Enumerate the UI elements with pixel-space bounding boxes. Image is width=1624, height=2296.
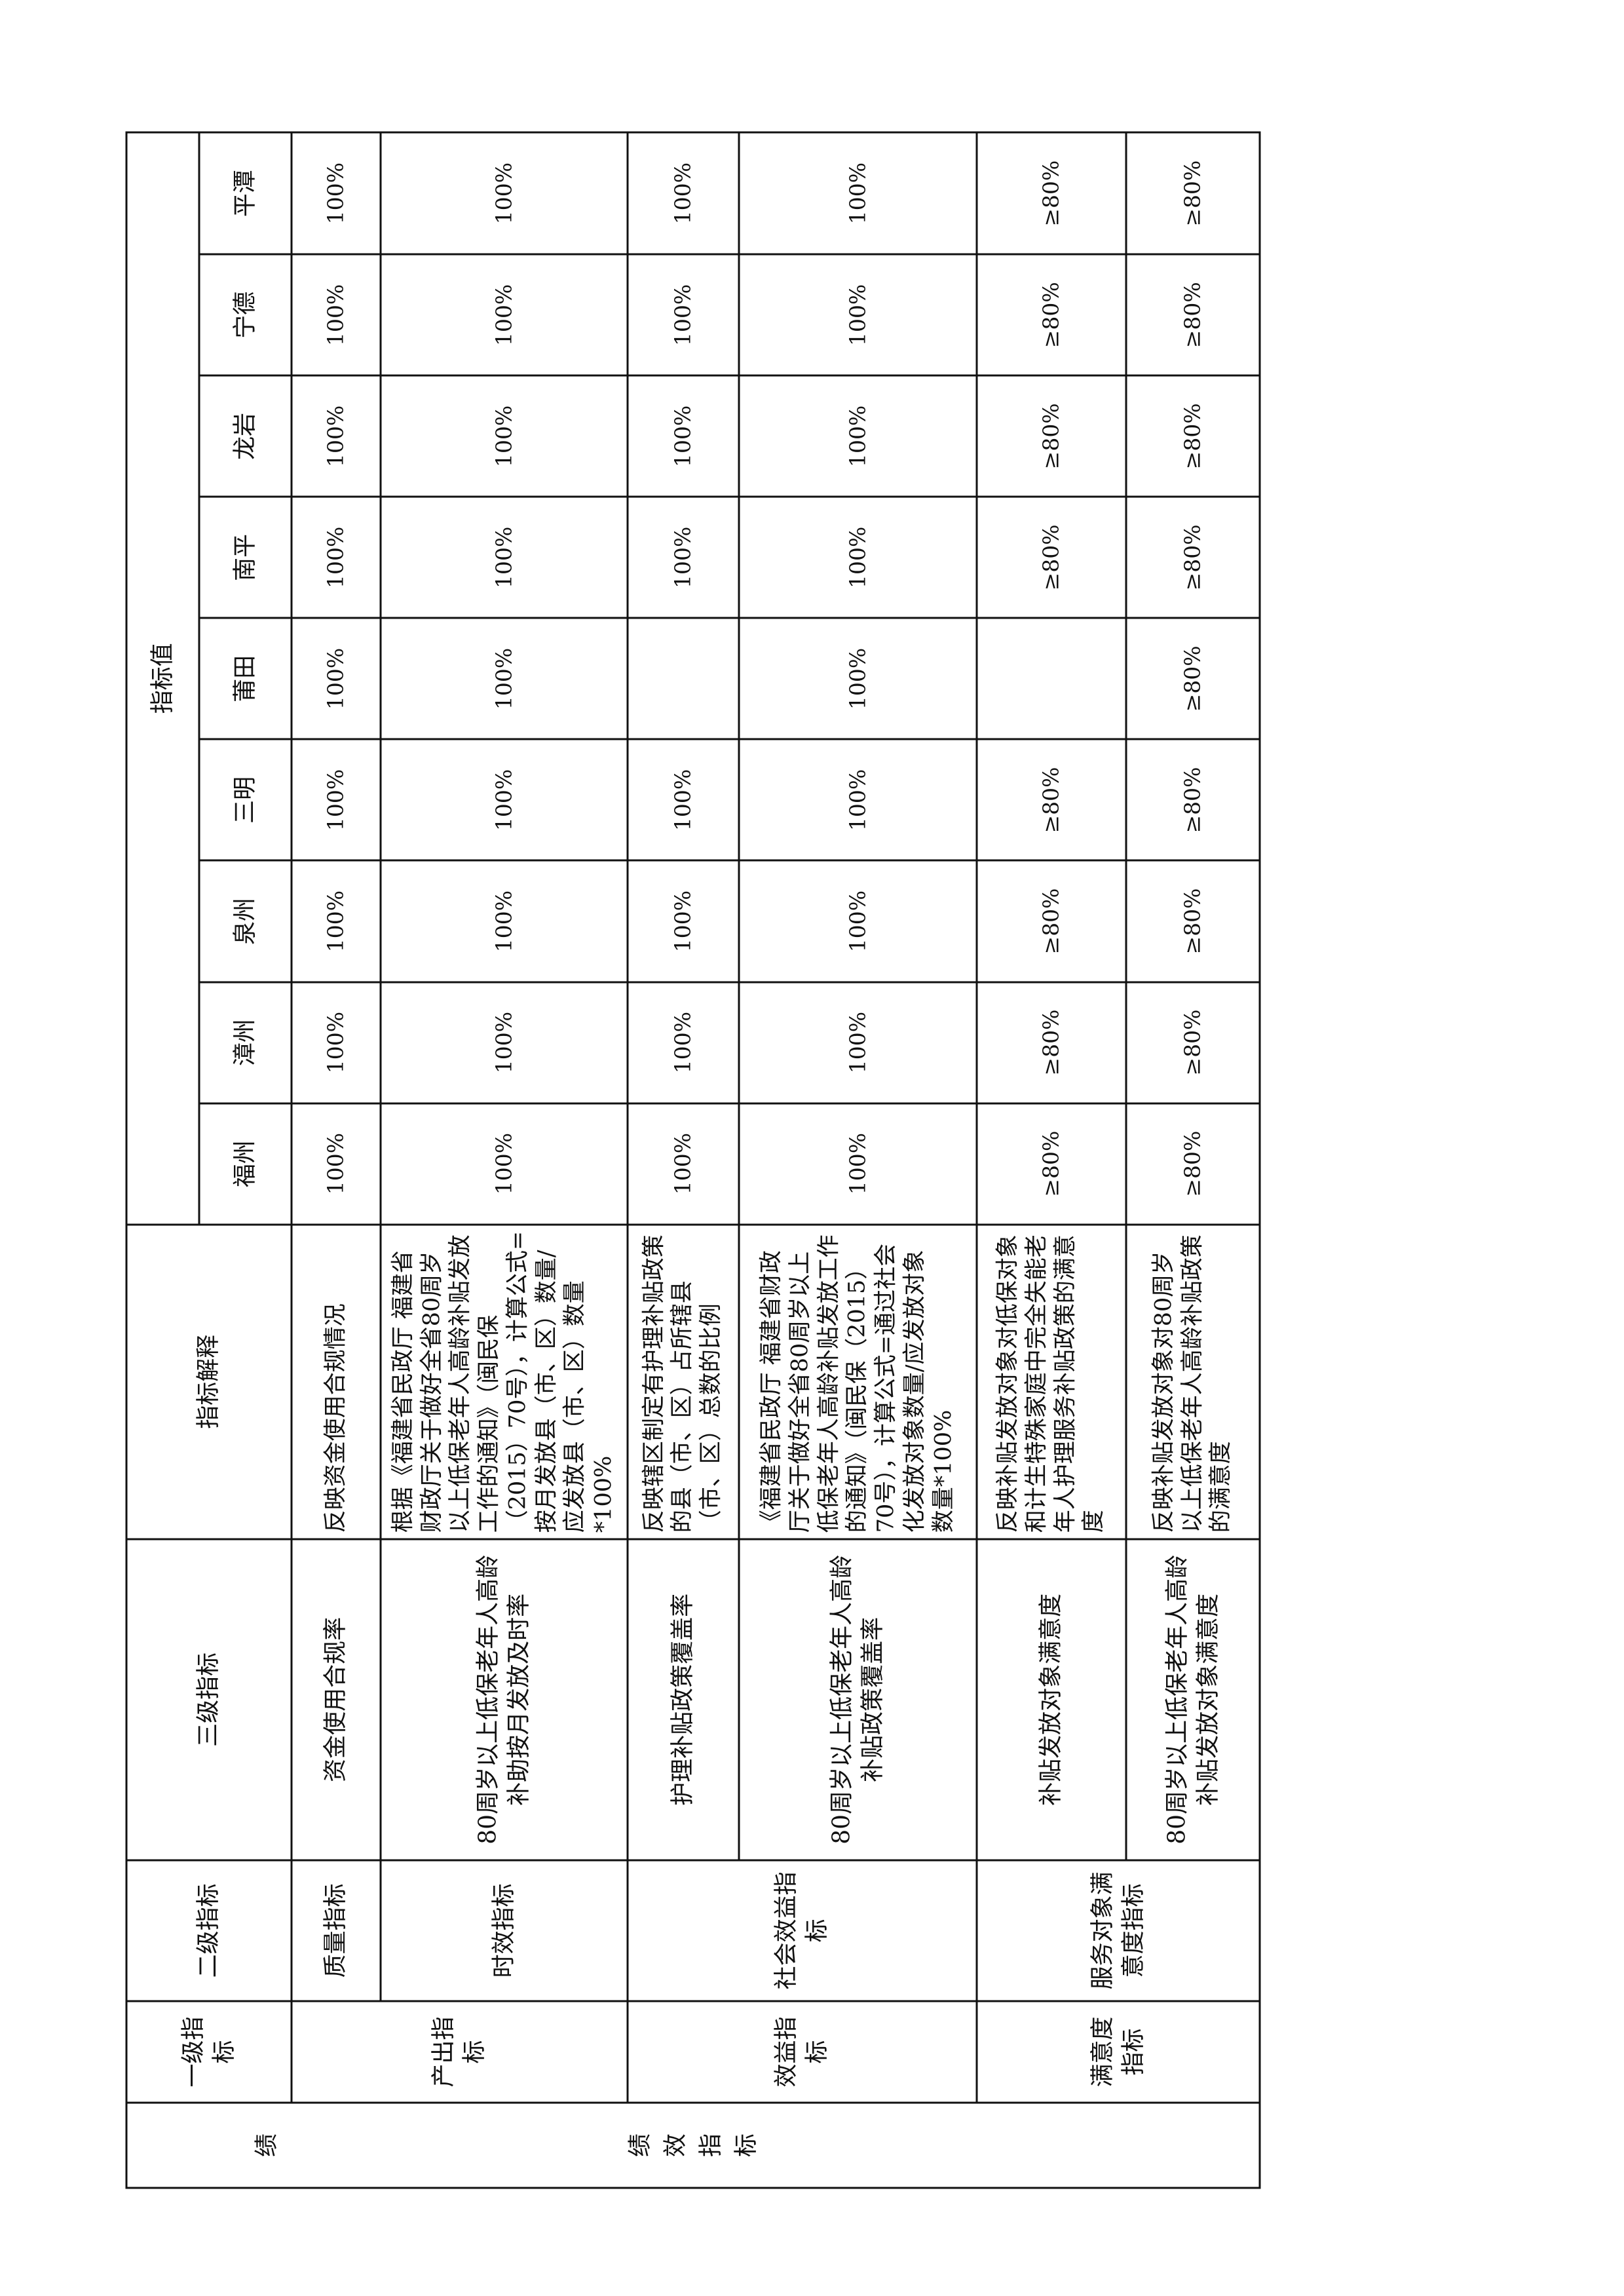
value-cell-5: ≥80% [977, 497, 1127, 619]
level2-cell: 服务对象满意度指标 [977, 1860, 1260, 2001]
table-row: 满意度指标 服务对象满意度指标 补贴发放对象满意度 反映补贴发放对象对低保对象和计生特… [977, 132, 1260, 2188]
value-cell-7: ≥80% [1126, 254, 1260, 376]
value-cell-7: 100% [627, 254, 740, 376]
city-header: 龙岩 [198, 375, 292, 497]
value-cell-5: 100% [381, 497, 628, 619]
value-cell-6: 100% [627, 375, 740, 497]
city-header: 莆田 [198, 618, 292, 740]
value-cell-3: 100% [627, 739, 740, 861]
value-cell-6: ≥80% [1126, 375, 1260, 497]
value-cell-0: ≥80% [977, 1103, 1127, 1225]
value-cell-6: 100% [739, 375, 977, 497]
value-cell-7: 100% [292, 254, 381, 376]
level1-cell: 效益指标 [627, 2000, 977, 2103]
description-cell: 反映补贴发放对象对低保对象和计生特殊家庭中完全失能老年人护理服务补贴政策的满意度 [977, 1224, 1127, 1539]
value-cell-3: 100% [739, 739, 977, 861]
level3-cell: 80周岁以上低保老年人高龄补贴政策覆盖率 [739, 1539, 977, 1860]
description-cell: 反映补贴发放对象对80周岁以上低保老年人高龄补贴政策的满意度 [1126, 1224, 1260, 1539]
value-cell-3: ≥80% [1126, 739, 1260, 861]
value-cell-0: 100% [739, 1103, 977, 1225]
value-cell-5: 100% [627, 497, 740, 619]
value-cell-4: 100% [381, 618, 628, 740]
value-cell-7: ≥80% [977, 254, 1127, 376]
description-cell: 根据《福建省民政厅 福建省财政厅关于做好全省80周岁以上低保老年人高龄补贴发放工… [381, 1224, 628, 1539]
value-cell-1: ≥80% [1126, 982, 1260, 1103]
table-row: 产出指标 质量指标 资金使用合规率 反映资金使用合规情况 100% 100% 100% 100… [292, 132, 628, 2188]
value-cell-1: 100% [627, 982, 740, 1103]
value-cell-6: 100% [381, 375, 628, 497]
header-values: 指标值 [126, 132, 199, 1225]
level1-cell: 产出指标 [292, 2000, 628, 2103]
value-cell-1: 100% [292, 982, 381, 1103]
table-row: 时效指标 80周岁以上低保老年人高龄补助按月发放及时率 根据《福建省民政厅 福建省财… [381, 132, 628, 2188]
value-cell-0: 100% [292, 1103, 381, 1225]
value-cell-6: 100% [292, 375, 381, 497]
value-cell-2: ≥80% [977, 860, 1127, 982]
header-level2: 二级指标 [126, 1860, 292, 2001]
level3-cell: 80周岁以上低保老年人高龄补助按月发放及时率 [381, 1539, 628, 1860]
header-level3: 三级指标 [126, 1539, 292, 1860]
value-cell-4: ≥80% [1126, 618, 1260, 740]
value-cell-3: 100% [381, 739, 628, 861]
header-level1: 一级指标 [126, 2000, 292, 2103]
value-cell-8: 100% [739, 132, 977, 255]
value-cell-2: 100% [739, 860, 977, 982]
outer-label-fragment: 绩 [253, 2133, 280, 2157]
value-cell-5: ≥80% [1126, 497, 1260, 619]
city-header: 漳州 [198, 982, 292, 1103]
value-cell-7: 100% [739, 254, 977, 376]
city-header: 福州 [198, 1103, 292, 1225]
value-cell-0: 100% [627, 1103, 740, 1225]
level3-cell: 护理补贴政策覆盖率 [627, 1539, 740, 1860]
value-cell-7: 100% [381, 254, 628, 376]
city-header: 宁德 [198, 254, 292, 376]
value-cell-3: ≥80% [977, 739, 1127, 861]
value-cell-8: 100% [627, 132, 740, 255]
value-cell-5: 100% [739, 497, 977, 619]
city-header: 泉州 [198, 860, 292, 982]
city-header: 三明 [198, 739, 292, 861]
value-cell-8: 100% [292, 132, 381, 255]
value-cell-4: 100% [739, 618, 977, 740]
description-cell: 反映资金使用合规情况 [292, 1224, 381, 1539]
value-cell-2: 100% [292, 860, 381, 982]
value-cell-4 [977, 618, 1127, 740]
value-cell-4 [627, 618, 740, 740]
outer-label-cell: 绩 绩效指标 [126, 2102, 1260, 2188]
value-cell-3: 100% [292, 739, 381, 861]
header-description: 指标解释 [126, 1224, 292, 1539]
value-cell-5: 100% [292, 497, 381, 619]
value-cell-2: 100% [381, 860, 628, 982]
value-cell-4: 100% [292, 618, 381, 740]
level2-cell: 社会效益指标 [627, 1860, 977, 2001]
value-cell-1: 100% [739, 982, 977, 1103]
city-header: 平潭 [198, 132, 292, 255]
level3-cell: 补贴发放对象满意度 [977, 1539, 1127, 1860]
value-cell-2: ≥80% [1126, 860, 1260, 982]
header-row: 绩 绩效指标 一级指标 二级指标 三级指标 指标解释 指标值 [126, 132, 1260, 2188]
description-cell: 《福建省民政厅 福建省财政厅关于做好全省80周岁以上低保老年人高龄补贴发放工作的… [739, 1224, 977, 1539]
value-cell-1: 100% [381, 982, 628, 1103]
outer-label: 绩效指标 [626, 2133, 759, 2157]
level1-cell: 满意度指标 [977, 2000, 1260, 2103]
value-cell-0: ≥80% [1126, 1103, 1260, 1225]
value-cell-8: 100% [381, 132, 628, 255]
value-cell-8: ≥80% [977, 132, 1127, 255]
level2-cell: 质量指标 [292, 1860, 381, 2001]
table-row: 效益指标 社会效益指标 护理补贴政策覆盖率 反映辖区制定有护理补贴政策的县（市、区）占… [627, 132, 977, 2188]
value-cell-2: 100% [627, 860, 740, 982]
level3-cell: 80周岁以上低保老年人高龄补贴发放对象满意度 [1126, 1539, 1260, 1860]
level2-cell: 时效指标 [381, 1860, 628, 2001]
performance-indicator-table: 绩 绩效指标 一级指标 二级指标 三级指标 指标解释 指标值 福州 漳州 泉州 三明 莆田 南平 龙岩 宁德… [126, 132, 1261, 2189]
value-cell-1: ≥80% [977, 982, 1127, 1103]
rotated-table-container: 绩 绩效指标 一级指标 二级指标 三级指标 指标解释 指标值 福州 漳州 泉州 三明 莆田 南平 龙岩 宁德… [126, 132, 1261, 2189]
value-cell-0: 100% [381, 1103, 628, 1225]
level3-cell: 资金使用合规率 [292, 1539, 381, 1860]
city-header: 南平 [198, 497, 292, 619]
description-cell: 反映辖区制定有护理补贴政策的县（市、区）占所辖县（市、区）总数的比例 [627, 1224, 740, 1539]
value-cell-8: ≥80% [1126, 132, 1260, 255]
value-cell-6: ≥80% [977, 375, 1127, 497]
